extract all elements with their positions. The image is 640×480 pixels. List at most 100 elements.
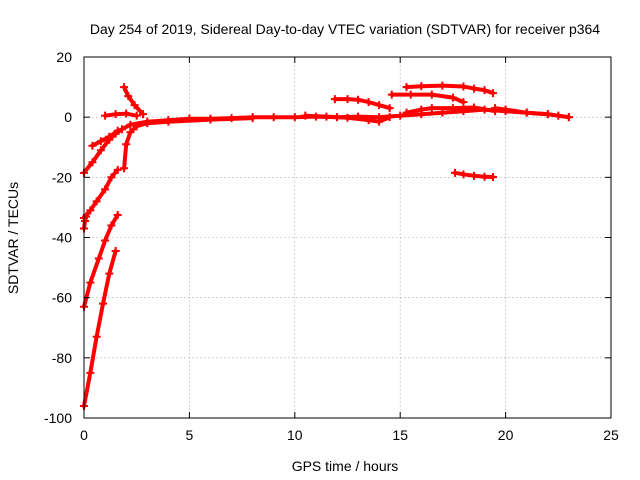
- data-point: [101, 111, 110, 120]
- data-point: [111, 247, 120, 256]
- data-point: [488, 173, 497, 182]
- data-point: [427, 104, 436, 113]
- series-arc-16: [301, 111, 394, 126]
- data-point: [122, 140, 131, 149]
- x-tick-label: 0: [80, 427, 88, 443]
- data-point: [94, 254, 103, 263]
- data-point: [543, 110, 552, 119]
- data-point: [143, 119, 152, 128]
- data-point: [402, 83, 411, 92]
- series-line: [82, 212, 120, 309]
- data-point: [330, 95, 339, 104]
- series-line: [90, 128, 120, 148]
- x-tick-label: 10: [287, 427, 303, 443]
- series-arc-6: [88, 126, 122, 150]
- data-point: [126, 128, 135, 137]
- data-point: [86, 278, 95, 287]
- x-tick-label: 25: [603, 427, 619, 443]
- data-point: [522, 108, 531, 117]
- data-point: [488, 89, 497, 98]
- data-point: [438, 81, 447, 90]
- data-point: [448, 93, 457, 102]
- data-point: [554, 111, 563, 120]
- data-point: [113, 210, 122, 219]
- data-point: [402, 108, 411, 117]
- series-line: [82, 167, 120, 220]
- data-point: [86, 206, 95, 215]
- y-tick-label: 0: [64, 109, 72, 125]
- data-point: [113, 165, 122, 174]
- series-arc-11: [387, 90, 468, 107]
- series-arc-15: [491, 104, 573, 122]
- data-point: [130, 101, 139, 110]
- data-point: [396, 111, 405, 120]
- data-point: [92, 332, 101, 341]
- axis-ticks: 0 5 10 15 20 25 -100 -80 -60 -40 -20 0 20: [44, 49, 619, 443]
- y-tick-label: -60: [52, 290, 72, 306]
- data-point: [126, 120, 135, 129]
- data-point: [469, 103, 478, 112]
- data-point: [98, 299, 107, 308]
- data-point: [111, 110, 120, 119]
- data-point: [248, 114, 257, 123]
- y-tick-label: -20: [52, 169, 72, 185]
- data-point: [164, 117, 173, 126]
- series-line: [103, 111, 139, 118]
- y-tick-label: -40: [52, 230, 72, 246]
- y-tick-label: 20: [56, 49, 72, 65]
- data-point: [375, 101, 384, 110]
- data-point: [124, 92, 133, 101]
- data-point: [385, 104, 394, 113]
- data-point: [417, 82, 426, 91]
- x-tick-label: 15: [392, 427, 408, 443]
- data-point: [501, 105, 510, 114]
- data-point: [96, 146, 105, 155]
- data-point: [480, 86, 489, 95]
- data-point: [269, 113, 278, 122]
- data-point: [92, 197, 101, 206]
- data-point: [88, 141, 97, 150]
- chart-title: Day 254 of 2019, Sidereal Day-to-day VTE…: [90, 21, 600, 37]
- data-point: [105, 269, 114, 278]
- data-point: [105, 132, 114, 141]
- series-arc-8: [101, 109, 141, 120]
- data-point: [364, 98, 373, 107]
- series-arc-10: [330, 95, 394, 113]
- data-point: [301, 111, 310, 120]
- data-point: [564, 113, 573, 122]
- data-point: [96, 137, 105, 146]
- data-point: [113, 126, 122, 135]
- data-point: [354, 95, 363, 104]
- series-line: [122, 116, 255, 171]
- data-point: [343, 113, 352, 122]
- data-point: [117, 125, 126, 134]
- data-point: [448, 104, 457, 113]
- data-point: [206, 115, 215, 124]
- x-axis-label: GPS time / hours: [292, 458, 399, 474]
- data-point: [385, 113, 394, 122]
- data-point: [491, 104, 500, 113]
- y-axis-label: SDTVAR / TECUs: [5, 182, 21, 294]
- data-point: [459, 170, 468, 179]
- series-line: [332, 97, 392, 111]
- y-tick-label: -100: [44, 410, 72, 426]
- data-point: [122, 109, 131, 118]
- data-point: [469, 171, 478, 180]
- series-arc-2: [80, 165, 122, 222]
- data-point: [469, 84, 478, 93]
- data-point: [290, 113, 299, 122]
- data-point: [364, 116, 373, 125]
- data-point: [107, 173, 116, 182]
- data-point: [86, 368, 95, 377]
- data-point: [107, 221, 116, 230]
- data-point: [480, 172, 489, 181]
- series-arc-13: [402, 81, 497, 98]
- data-series: [80, 81, 573, 410]
- x-tick-label: 5: [186, 427, 194, 443]
- series-arc-4: [80, 247, 120, 410]
- data-point: [120, 164, 129, 173]
- series-arc-9: [120, 83, 148, 119]
- data-point: [459, 82, 468, 91]
- series-line: [82, 249, 118, 408]
